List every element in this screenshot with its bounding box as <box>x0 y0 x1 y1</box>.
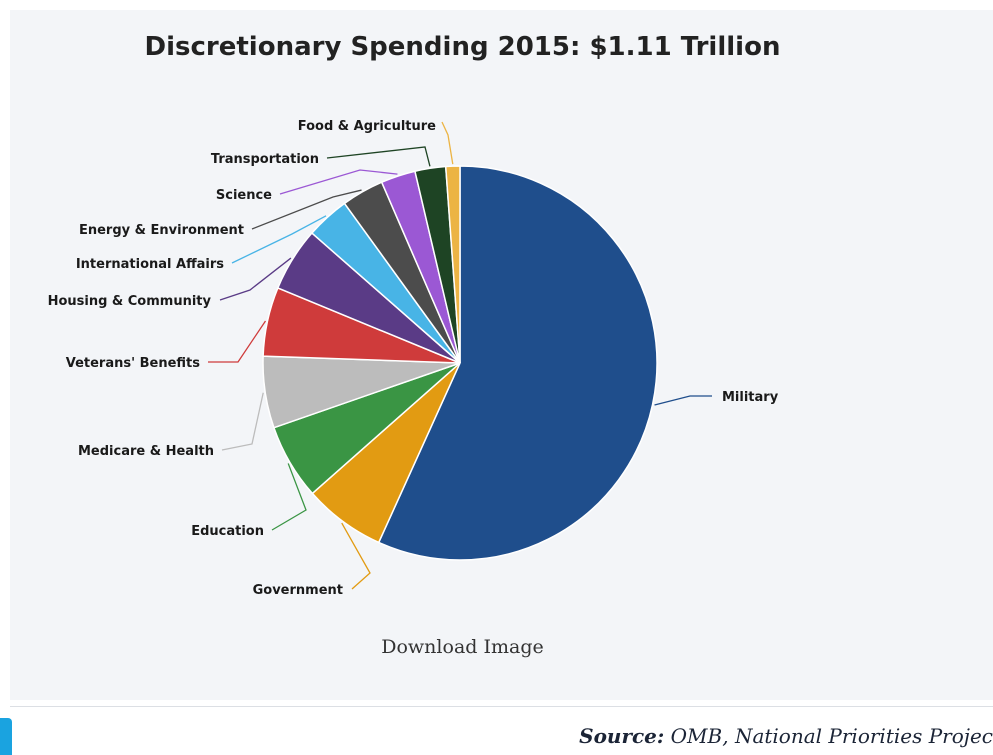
pie-slices <box>262 165 658 561</box>
slice-label-science: Science <box>216 188 272 203</box>
leader-line-food-agriculture <box>441 121 454 165</box>
slice-label-military: Military <box>722 390 779 405</box>
chart-title: Discretionary Spending 2015: $1.11 Trill… <box>144 32 781 62</box>
slice-label-food-agriculture: Food & Agriculture <box>298 119 436 134</box>
pie-slice-food-agriculture[interactable] <box>444 165 461 364</box>
pie-leader-lines <box>208 121 712 590</box>
leader-line-energy-environment <box>251 189 362 230</box>
download-image-link[interactable]: Download Image <box>381 636 544 658</box>
leader-line-military <box>654 395 712 406</box>
pie-slice-military[interactable] <box>377 165 658 561</box>
pie-chart: Military Government Education Medicare & He… <box>48 119 779 598</box>
leader-line-medicare-health <box>221 392 264 451</box>
leader-line-housing-community <box>219 257 292 301</box>
slice-label-energy-environment: Energy & Environment <box>79 223 244 238</box>
slice-label-medicare-health: Medicare & Health <box>78 444 214 459</box>
leader-line-veterans-benefits <box>208 320 267 363</box>
pie-labels: Military Government Education Medicare & He… <box>48 119 779 598</box>
leader-line-international-affairs <box>231 215 327 264</box>
leader-line-education <box>271 463 307 531</box>
slice-label-veterans-benefits: Veterans' Benefits <box>66 356 201 371</box>
slice-label-international-affairs: International Affairs <box>76 257 224 272</box>
slice-label-housing-community: Housing & Community <box>48 294 212 309</box>
source-label: Source: <box>579 724 665 748</box>
accent-tab <box>0 718 12 755</box>
slice-label-education: Education <box>191 524 264 539</box>
divider <box>10 706 993 707</box>
slice-label-government: Government <box>253 583 343 598</box>
leader-line-transportation <box>326 146 431 167</box>
source-text: OMB, National Priorities Projec <box>670 724 993 748</box>
leader-line-science <box>279 169 398 195</box>
leader-line-government <box>341 522 371 590</box>
slice-label-transportation: Transportation <box>211 152 319 167</box>
source-credit: Source: OMB, National Priorities Projec <box>579 724 993 748</box>
